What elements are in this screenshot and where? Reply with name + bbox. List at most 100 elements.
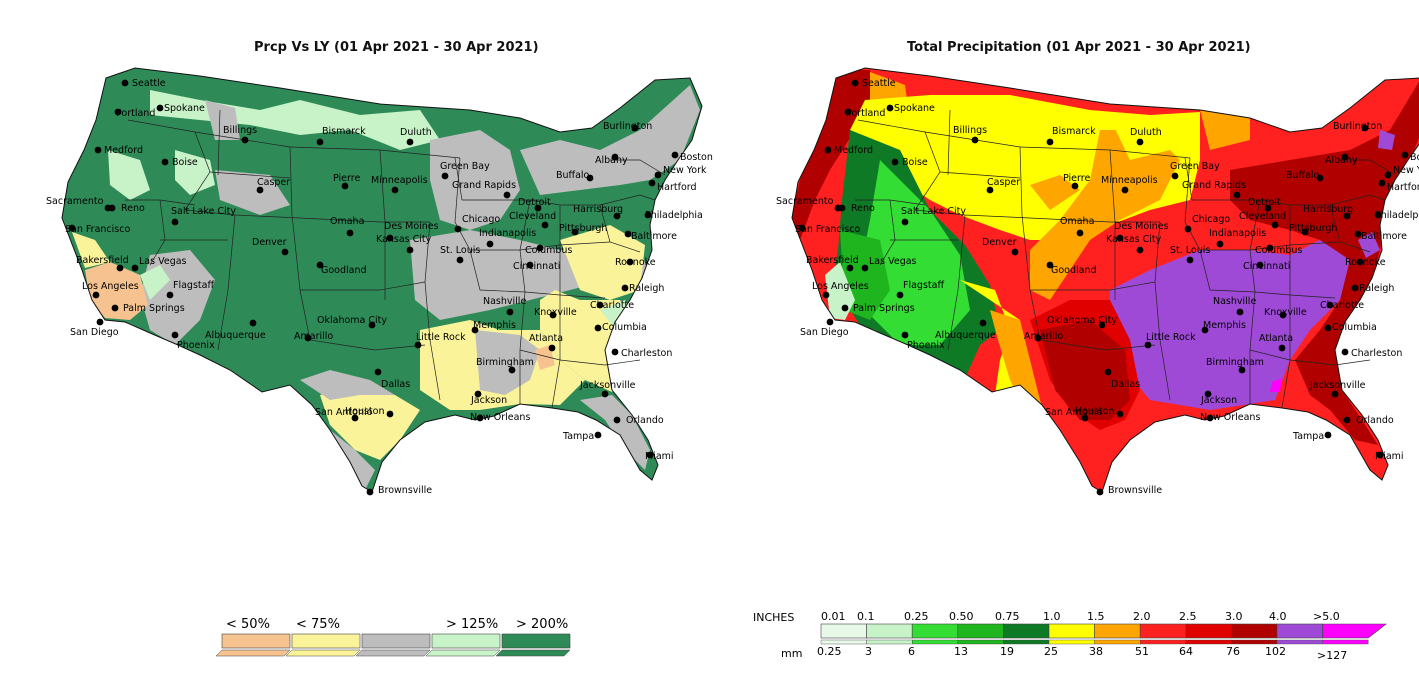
city-label: Minneapolis — [1101, 175, 1158, 186]
right-precip-zone — [1030, 175, 1080, 210]
city-marker — [454, 225, 462, 233]
right-precip-zone — [1358, 232, 1380, 258]
city-label: Casper — [257, 177, 290, 188]
city-label: Des Moines — [1114, 221, 1169, 232]
state-border — [1109, 149, 1116, 300]
right-cities: Seattle Spokane Portland Medford Boise Billin… — [776, 78, 1419, 496]
city-marker — [503, 191, 511, 199]
city-marker — [1236, 308, 1244, 316]
city-marker — [92, 291, 100, 299]
city-label: Amarillo — [294, 331, 333, 342]
left-map-panel: Prcp Vs LY (01 Apr 2021 - 30 Apr 2021) S… — [0, 0, 713, 675]
state-border — [454, 157, 463, 201]
legend-swatch-base — [1094, 639, 1141, 645]
city-marker — [594, 324, 602, 332]
state-border — [599, 204, 641, 253]
city-label: Duluth — [400, 127, 432, 138]
city-label: Minneapolis — [371, 175, 428, 186]
legend-inches-value: 1.0 — [1043, 610, 1061, 623]
city-label: Columbia — [602, 322, 647, 333]
city-label: Jackson — [470, 395, 507, 406]
legend-swatch — [431, 633, 501, 649]
city-label: Medford — [834, 145, 873, 156]
city-marker — [671, 151, 679, 159]
legend-swatch — [820, 623, 867, 639]
city-marker — [1316, 174, 1324, 182]
city-marker — [1341, 348, 1349, 356]
city-marker — [621, 284, 629, 292]
city-label: Baltimore — [1361, 231, 1407, 242]
state-border — [559, 359, 641, 366]
city-label: Duluth — [1130, 127, 1162, 138]
right-precip-zone — [1200, 110, 1250, 150]
city-label: Sacramento — [776, 196, 834, 207]
city-label: Raleigh — [1359, 283, 1394, 294]
city-marker — [1171, 172, 1179, 180]
city-marker — [161, 158, 169, 166]
legend-inches-value: 0.25 — [904, 610, 929, 623]
state-border — [495, 199, 600, 206]
city-label: Burlington — [603, 121, 652, 132]
city-marker — [1266, 244, 1274, 252]
city-label: Green Bay — [440, 161, 490, 172]
state-border — [300, 281, 426, 291]
state-border — [1329, 194, 1386, 206]
city-marker — [613, 416, 621, 424]
city-label: Billings — [223, 125, 257, 136]
city-label: Houston — [345, 406, 384, 417]
legend-inches-value: 0.1 — [857, 610, 875, 623]
state-border — [1225, 199, 1330, 206]
city-label: Jacksonville — [579, 380, 636, 391]
legend-swatch-base — [866, 639, 913, 645]
state-border — [217, 109, 221, 176]
legend-swatch — [221, 633, 291, 649]
city-marker — [1121, 186, 1129, 194]
city-marker — [971, 136, 979, 144]
city-label: Detroit — [1248, 197, 1281, 208]
mm-unit-label: mm — [781, 647, 802, 660]
city-label: Memphis — [1203, 320, 1246, 331]
legend-swatch — [1048, 623, 1095, 639]
city-label: Omaha — [1060, 216, 1094, 227]
city-marker — [1046, 138, 1054, 146]
inches-unit-label: INCHES — [753, 611, 794, 624]
city-marker — [156, 104, 164, 112]
left-map-title: Prcp Vs LY (01 Apr 2021 - 30 Apr 2021) — [254, 40, 539, 55]
city-label: Charleston — [621, 348, 672, 359]
city-label: Cincinnati — [1243, 261, 1290, 272]
city-marker — [406, 246, 414, 254]
legend-mm-value: 19 — [1000, 645, 1014, 658]
state-border — [1249, 199, 1261, 251]
legend-mm-value: 0.25 — [817, 645, 842, 658]
city-marker — [596, 301, 604, 309]
right-us-outline — [791, 67, 1419, 493]
right-state-borders — [855, 109, 1396, 409]
city-label: Chicago — [1192, 214, 1230, 225]
city-label: New York — [663, 165, 707, 176]
legend-swatch-base — [215, 649, 291, 657]
city-marker — [986, 186, 994, 194]
city-label: Pierre — [333, 173, 360, 184]
city-marker — [826, 318, 834, 326]
legend-swatch — [1185, 623, 1232, 639]
city-label: Las Vegas — [869, 256, 917, 267]
right-precip-zone — [792, 70, 880, 240]
city-label: Cleveland — [509, 211, 556, 222]
left-legend: < 50% < 75% > 125% > 200% — [215, 617, 571, 657]
city-marker — [631, 124, 639, 132]
legend-inches-value: 3.0 — [1225, 610, 1243, 623]
state-border — [947, 214, 966, 351]
city-label: Knoxville — [1264, 307, 1307, 318]
city-marker — [1384, 171, 1392, 179]
city-marker — [1343, 212, 1351, 220]
city-label: Palm Springs — [853, 303, 915, 314]
city-marker — [541, 221, 549, 229]
city-marker — [1076, 229, 1084, 237]
city-label: Birmingham — [476, 357, 534, 368]
city-label: Miami — [645, 451, 674, 462]
right-precip-zone — [1040, 320, 1130, 420]
city-label: Phoenix — [907, 340, 945, 351]
legend-mm-value: 3 — [865, 645, 872, 658]
city-marker — [471, 326, 479, 334]
city-label: St. Louis — [1170, 245, 1210, 256]
